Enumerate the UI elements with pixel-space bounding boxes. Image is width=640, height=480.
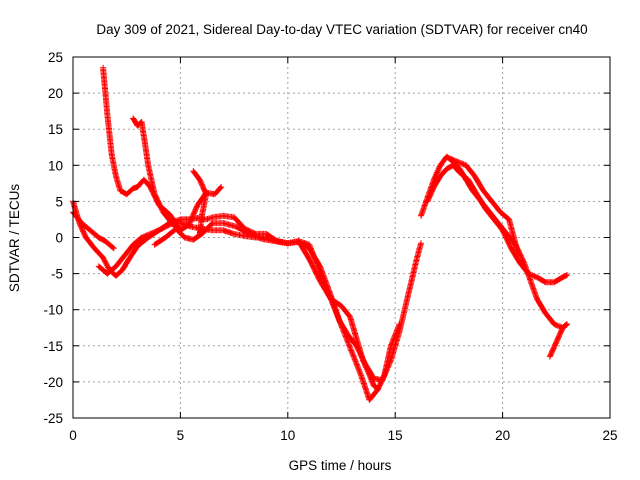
x-tick-label: 0 xyxy=(69,428,77,443)
x-tick-label: 5 xyxy=(177,428,185,443)
point-markers xyxy=(151,220,381,393)
x-tick-label: 25 xyxy=(602,428,617,443)
y-tick-label: 10 xyxy=(48,158,63,173)
series-trace-9 xyxy=(424,162,570,286)
data-points xyxy=(70,64,570,403)
y-tick-label: -10 xyxy=(43,303,63,318)
series-trace-5 xyxy=(95,220,424,384)
point-markers xyxy=(418,153,570,331)
series-trace-7 xyxy=(190,168,210,237)
point-markers xyxy=(95,220,424,384)
y-tick-label: -25 xyxy=(43,411,63,426)
x-axis-label: GPS time / hours xyxy=(289,458,392,473)
y-tick-label: -5 xyxy=(51,267,63,282)
series-trace-10 xyxy=(445,155,521,255)
y-tick-label: -15 xyxy=(43,339,63,354)
x-tick-label: 20 xyxy=(495,428,510,443)
x-tick-label: 10 xyxy=(280,428,295,443)
x-tick-label: 15 xyxy=(388,428,403,443)
series-trace-11 xyxy=(546,321,570,360)
point-markers xyxy=(445,155,521,255)
y-tick-label: 5 xyxy=(55,194,63,209)
y-tick-label: 25 xyxy=(48,50,63,65)
y-tick-label: 0 xyxy=(55,231,63,246)
y-axis-label: SDTVAR / TECUs xyxy=(7,184,22,293)
point-markers xyxy=(546,321,570,360)
series-trace-3 xyxy=(130,115,182,232)
point-markers xyxy=(190,168,210,237)
grid-lines xyxy=(73,57,610,418)
series-trace-8 xyxy=(418,153,570,331)
series-trace-6 xyxy=(151,220,381,393)
point-markers xyxy=(424,162,570,286)
y-tick-label: 20 xyxy=(48,86,63,101)
y-tick-label: -20 xyxy=(43,375,63,390)
axis-ticks: 0 5 10 15 20 25 -25 -20 -15 -10 -5 0 5 10 15 20 25 xyxy=(43,50,617,443)
chart-title: Day 309 of 2021, Sidereal Day-to-day VTE… xyxy=(96,22,587,37)
y-tick-label: 15 xyxy=(48,122,63,137)
point-markers xyxy=(130,115,182,232)
